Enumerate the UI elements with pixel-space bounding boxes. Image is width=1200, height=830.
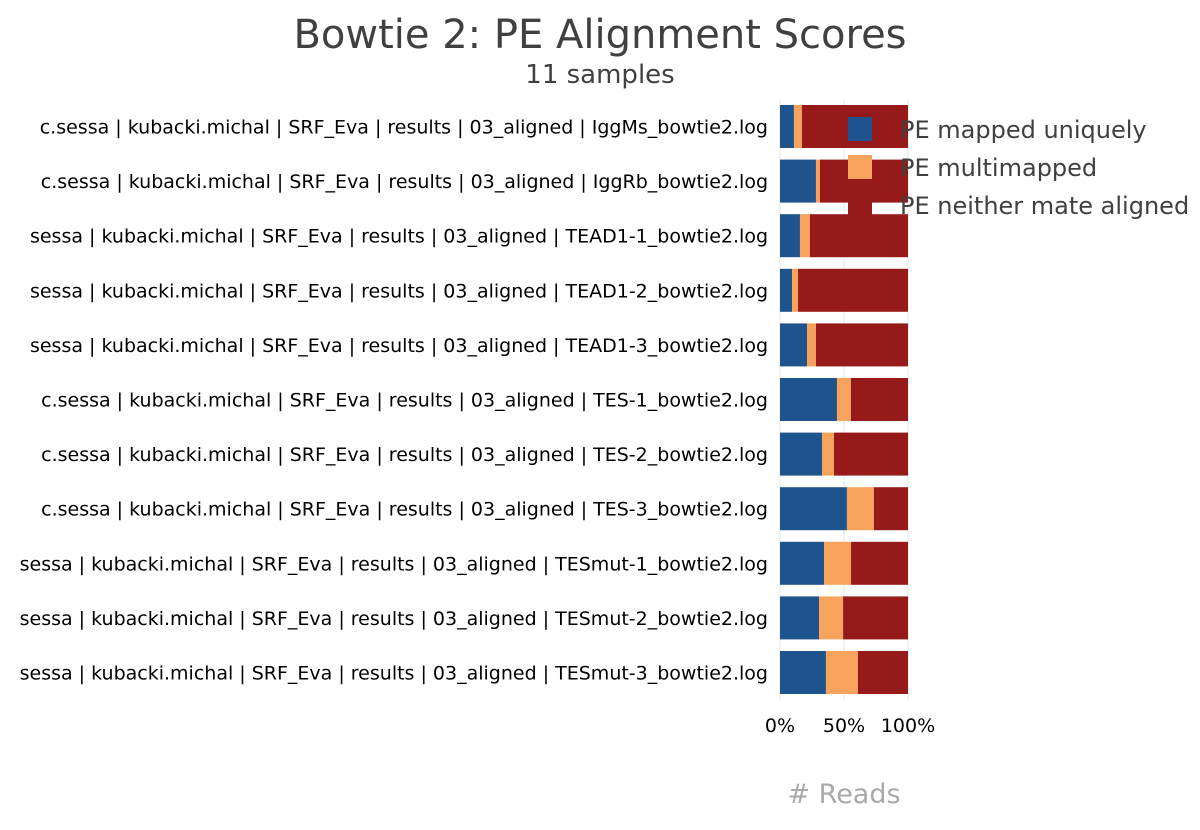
bar-segment-2[interactable] bbox=[825, 651, 858, 694]
bar-segment-1[interactable] bbox=[780, 268, 793, 312]
bar-segment-1[interactable] bbox=[780, 214, 800, 258]
chart-subtitle: 11 samples bbox=[525, 60, 675, 90]
category-label: c.sessa | kubacki.michal | SRF_Eva | res… bbox=[41, 171, 768, 193]
bar-segment-2[interactable] bbox=[807, 323, 816, 367]
bar-segment-1[interactable] bbox=[780, 596, 820, 640]
legend-label[interactable]: PE mapped uniquely bbox=[900, 116, 1147, 144]
chart-title: Bowtie 2: PE Alignment Scores bbox=[293, 12, 907, 58]
bar-segment-1[interactable] bbox=[780, 487, 847, 531]
bar-segment-1[interactable] bbox=[780, 432, 822, 476]
bar-segment-3[interactable] bbox=[851, 541, 908, 585]
bar-segment-2[interactable] bbox=[824, 541, 852, 585]
bar-segment-2[interactable] bbox=[846, 487, 874, 531]
x-tick-label: 50% bbox=[823, 715, 865, 737]
bar-segment-3[interactable] bbox=[850, 378, 908, 421]
bar-segment-3[interactable] bbox=[857, 651, 908, 694]
bar-segment-3[interactable] bbox=[873, 487, 908, 531]
legend-swatch bbox=[848, 193, 872, 217]
bar-segment-1[interactable] bbox=[780, 541, 825, 585]
legend: PE mapped uniquely PE multimapped PE neith… bbox=[848, 116, 1189, 220]
bar-segment-2[interactable] bbox=[821, 432, 835, 476]
bar-segment-2[interactable] bbox=[815, 159, 820, 203]
x-axis-title: # Reads bbox=[787, 779, 900, 810]
bar-segment-1[interactable] bbox=[780, 378, 837, 421]
bar-segment-1[interactable] bbox=[780, 159, 816, 203]
bar-segment-2[interactable] bbox=[819, 596, 844, 640]
bar-segment-2[interactable] bbox=[799, 214, 810, 258]
x-tick-label: 100% bbox=[881, 715, 935, 737]
bar-segment-1[interactable] bbox=[780, 323, 808, 367]
x-tick-label: 0% bbox=[765, 715, 795, 737]
bar-segment-3[interactable] bbox=[834, 432, 908, 476]
category-label: c.sessa | kubacki.michal | SRF_Eva | res… bbox=[40, 117, 768, 139]
bars bbox=[780, 105, 908, 694]
bar-segment-2[interactable] bbox=[793, 105, 802, 148]
legend-swatch bbox=[848, 117, 872, 141]
category-label: sessa | kubacki.michal | SRF_Eva | resul… bbox=[30, 226, 768, 248]
bar-segment-3[interactable] bbox=[809, 214, 908, 258]
category-label: c.sessa | kubacki.michal | SRF_Eva | res… bbox=[41, 444, 768, 466]
category-label: c.sessa | kubacki.michal | SRF_Eva | res… bbox=[41, 390, 768, 412]
category-label: sessa | kubacki.michal | SRF_Eva | resul… bbox=[20, 663, 768, 685]
legend-swatch bbox=[848, 155, 872, 179]
bar-segment-3[interactable] bbox=[798, 268, 908, 312]
bar-segment-2[interactable] bbox=[836, 378, 851, 421]
category-label: sessa | kubacki.michal | SRF_Eva | resul… bbox=[30, 280, 768, 302]
category-label: sessa | kubacki.michal | SRF_Eva | resul… bbox=[20, 608, 768, 630]
category-labels: c.sessa | kubacki.michal | SRF_Eva | res… bbox=[20, 117, 768, 685]
bar-segment-1[interactable] bbox=[780, 651, 826, 694]
bar-segment-2[interactable] bbox=[792, 268, 799, 312]
bar-segment-1[interactable] bbox=[780, 105, 794, 148]
legend-label[interactable]: PE multimapped bbox=[900, 154, 1097, 182]
bar-segment-3[interactable] bbox=[815, 323, 908, 367]
x-tick-labels: 0% 50% 100% bbox=[765, 715, 935, 737]
bar-segment-3[interactable] bbox=[843, 596, 908, 640]
category-label: sessa | kubacki.michal | SRF_Eva | resul… bbox=[20, 553, 768, 575]
category-label: c.sessa | kubacki.michal | SRF_Eva | res… bbox=[41, 499, 768, 521]
legend-label[interactable]: PE neither mate aligned bbox=[900, 192, 1189, 220]
category-label: sessa | kubacki.michal | SRF_Eva | resul… bbox=[30, 335, 768, 357]
